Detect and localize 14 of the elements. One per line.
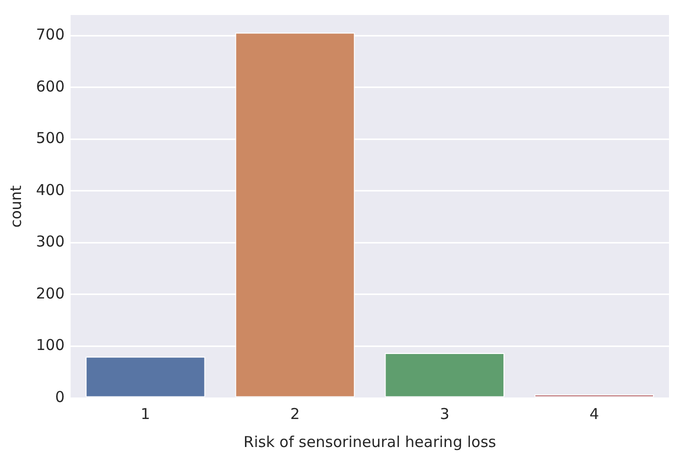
y-tick-label: 500 bbox=[36, 129, 65, 148]
y-tick-label: 700 bbox=[36, 26, 65, 44]
x-tick-label: 4 bbox=[589, 404, 599, 423]
y-tick-label: 200 bbox=[36, 284, 65, 302]
y-axis-title: count bbox=[6, 185, 25, 228]
y-tick-label: 400 bbox=[36, 180, 65, 199]
y-tick-label: 600 bbox=[36, 77, 65, 96]
y-tick-label: 300 bbox=[36, 232, 65, 251]
y-tick-label: 0 bbox=[55, 388, 65, 406]
x-tick-label: 1 bbox=[140, 404, 150, 423]
y-tick-label: 100 bbox=[36, 336, 65, 354]
x-tick-label: 3 bbox=[440, 404, 450, 423]
x-axis-title: Risk of sensorineural hearing loss bbox=[244, 432, 496, 451]
x-tick-label: 2 bbox=[290, 404, 300, 423]
